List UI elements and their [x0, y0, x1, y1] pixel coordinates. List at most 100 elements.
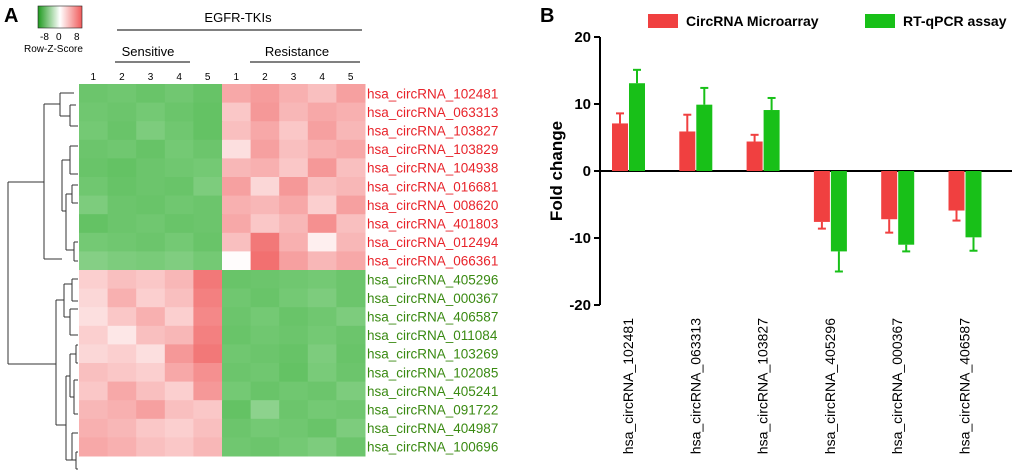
- heatmap-cell: [136, 325, 166, 345]
- heatmap-cell: [336, 102, 366, 122]
- heatmap-cell: [336, 195, 366, 215]
- heatmap-cell: [279, 288, 309, 308]
- heatmap-cell: [279, 270, 309, 290]
- heatmap-column-label: 5: [348, 72, 354, 83]
- heatmap-cell: [336, 177, 366, 197]
- heatmap-cell: [79, 102, 109, 122]
- heatmap-cell: [222, 139, 252, 159]
- heatmap-cell: [307, 251, 337, 271]
- row-dendrogram: [7, 92, 78, 470]
- heatmap-cell: [222, 195, 252, 215]
- heatmap-cell: [336, 158, 366, 178]
- heatmap-cell: [250, 177, 280, 197]
- heatmap-row-label: hsa_circRNA_401803: [367, 217, 498, 232]
- heatmap-cell: [107, 381, 137, 401]
- heatmap-cell: [79, 214, 109, 234]
- heatmap-cell: [336, 307, 366, 327]
- heatmap-cell: [136, 158, 166, 178]
- heatmap-cell: [107, 158, 137, 178]
- heatmap-row-label: hsa_circRNA_405296: [367, 272, 498, 287]
- heatmap-cell: [222, 363, 252, 383]
- y-axis-label: Fold change: [547, 121, 566, 221]
- heatmap-cell: [222, 214, 252, 234]
- heatmap-row-label: hsa_circRNA_406587: [367, 310, 498, 325]
- heatmap-cell: [336, 418, 366, 438]
- heatmap-cell: [164, 288, 194, 308]
- heatmap-cell: [79, 344, 109, 364]
- heatmap-cell: [222, 381, 252, 401]
- heatmap-row-label: hsa_circRNA_063313: [367, 105, 498, 120]
- heatmap-cell: [79, 84, 109, 104]
- heatmap-cell: [136, 121, 166, 141]
- color-key-label: Row-Z-Score: [24, 44, 83, 55]
- bar-microarray: [612, 123, 628, 171]
- heatmap-cell: [79, 195, 109, 215]
- heatmap-cell: [79, 251, 109, 271]
- heatmap-column-label: 4: [319, 72, 325, 83]
- heatmap-cell: [336, 232, 366, 252]
- heatmap-cell: [307, 139, 337, 159]
- legend-label: RT-qPCR assay: [903, 13, 1007, 29]
- heatmap-cell: [193, 84, 223, 104]
- heatmap-cell: [193, 158, 223, 178]
- heatmap-cell: [79, 325, 109, 345]
- y-tick-label: 20: [574, 29, 591, 46]
- heatmap-cell: [279, 121, 309, 141]
- heatmap-cell: [79, 121, 109, 141]
- y-tick-label: 0: [583, 163, 591, 180]
- heatmap-cell: [307, 381, 337, 401]
- heatmap-cell: [136, 270, 166, 290]
- heatmap-cell: [79, 381, 109, 401]
- heatmap-cell: [250, 437, 280, 457]
- heatmap-cell: [336, 400, 366, 420]
- heatmap-cell: [136, 84, 166, 104]
- heatmap-cell: [307, 214, 337, 234]
- heatmap-cell: [79, 270, 109, 290]
- heatmap-cell: [250, 139, 280, 159]
- heatmap-cell: [307, 102, 337, 122]
- heatmap-cell: [279, 307, 309, 327]
- heatmap-cell: [307, 307, 337, 327]
- heatmap-cell: [164, 270, 194, 290]
- heatmap-cell: [107, 400, 137, 420]
- heatmap-cell: [250, 102, 280, 122]
- heatmap-cell: [193, 325, 223, 345]
- heatmap-cell: [250, 214, 280, 234]
- heatmap-cell: [193, 288, 223, 308]
- heatmap-cell: [164, 418, 194, 438]
- heatmap-cell: [164, 251, 194, 271]
- heatmap-cells: [79, 84, 366, 457]
- heatmap-cell: [136, 214, 166, 234]
- heatmap-cell: [136, 288, 166, 308]
- heatmap-cell: [279, 158, 309, 178]
- heatmap-cell: [279, 84, 309, 104]
- heatmap-cell: [107, 437, 137, 457]
- heatmap-cell: [136, 307, 166, 327]
- heatmap-row-label: hsa_circRNA_091722: [367, 403, 498, 418]
- y-tick-label: -10: [569, 230, 591, 247]
- heatmap-cell: [164, 325, 194, 345]
- heatmap-cell: [164, 214, 194, 234]
- x-category-label: hsa_circRNA_102481: [620, 318, 636, 454]
- heatmap-cell: [79, 232, 109, 252]
- heatmap-cell: [222, 102, 252, 122]
- heatmap-cell: [193, 418, 223, 438]
- x-category-label: hsa_circRNA_406587: [957, 318, 973, 454]
- heatmap-row-label: hsa_circRNA_000367: [367, 291, 498, 306]
- heatmap-cell: [193, 363, 223, 383]
- group-resistance-label: Resistance: [265, 44, 329, 59]
- heatmap-cell: [136, 418, 166, 438]
- bar-microarray: [948, 171, 965, 211]
- heatmap-cell: [307, 344, 337, 364]
- heatmap-cell: [107, 121, 137, 141]
- heatmap-cell: [279, 418, 309, 438]
- legend-swatch: [865, 14, 895, 28]
- heatmap-cell: [250, 270, 280, 290]
- heatmap-row-label: hsa_circRNA_012494: [367, 235, 499, 250]
- bar-rtqpcr: [965, 171, 982, 238]
- heatmap-cell: [222, 400, 252, 420]
- heatmap-cell: [250, 251, 280, 271]
- heatmap-cell: [193, 214, 223, 234]
- heatmap-cell: [307, 121, 337, 141]
- heatmap-cell: [222, 344, 252, 364]
